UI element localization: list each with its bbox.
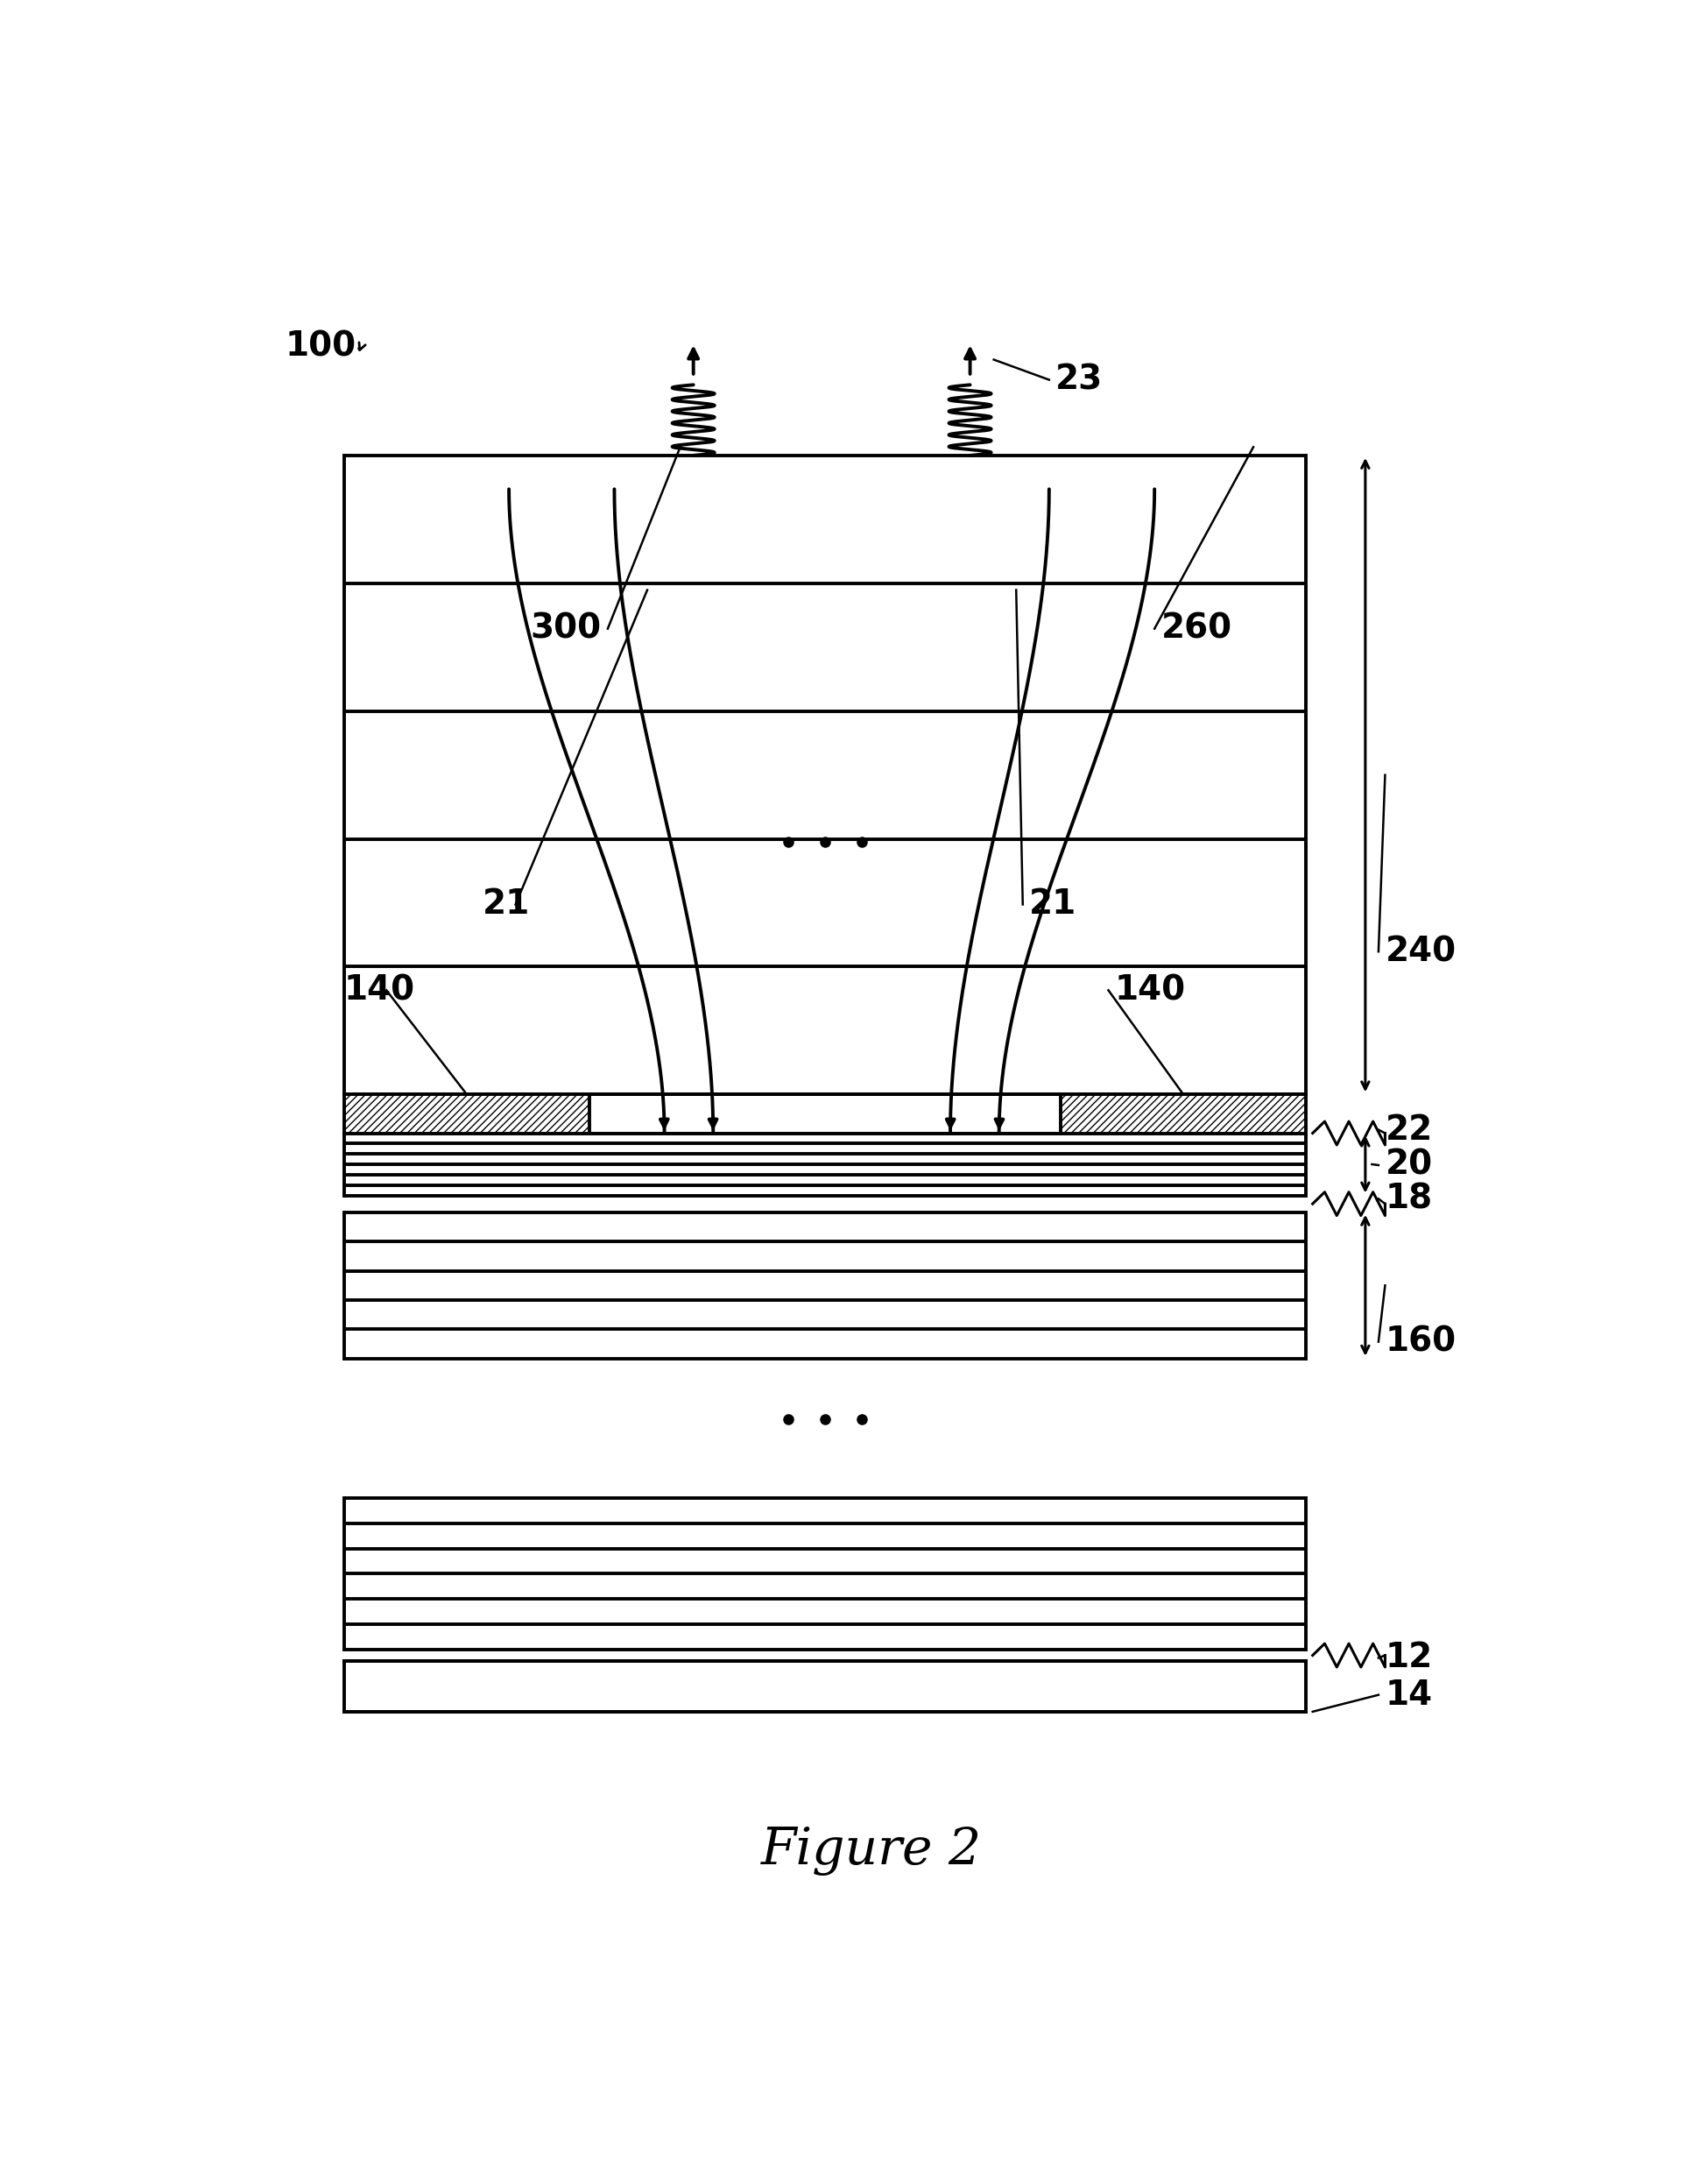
Text: 23: 23: [1056, 363, 1103, 397]
Text: Figure 2: Figure 2: [762, 1826, 981, 1876]
Bar: [343, 1662, 1306, 1712]
Text: 21: 21: [483, 889, 530, 922]
Text: 18: 18: [1386, 1182, 1433, 1216]
Text: 140: 140: [343, 974, 415, 1007]
Text: 14: 14: [1386, 1677, 1433, 1712]
Text: 21: 21: [1030, 889, 1076, 922]
Text: 12: 12: [1386, 1640, 1433, 1675]
Text: 22: 22: [1386, 1114, 1433, 1147]
Bar: [1061, 1094, 1306, 1133]
Text: 20: 20: [1386, 1149, 1433, 1182]
Text: 240: 240: [1386, 935, 1457, 968]
Text: 160: 160: [1386, 1326, 1457, 1358]
Text: 300: 300: [530, 612, 602, 644]
Text: 260: 260: [1161, 612, 1232, 644]
Bar: [343, 1094, 590, 1133]
Text: 100: 100: [286, 330, 355, 363]
Text: 140: 140: [1115, 974, 1187, 1007]
